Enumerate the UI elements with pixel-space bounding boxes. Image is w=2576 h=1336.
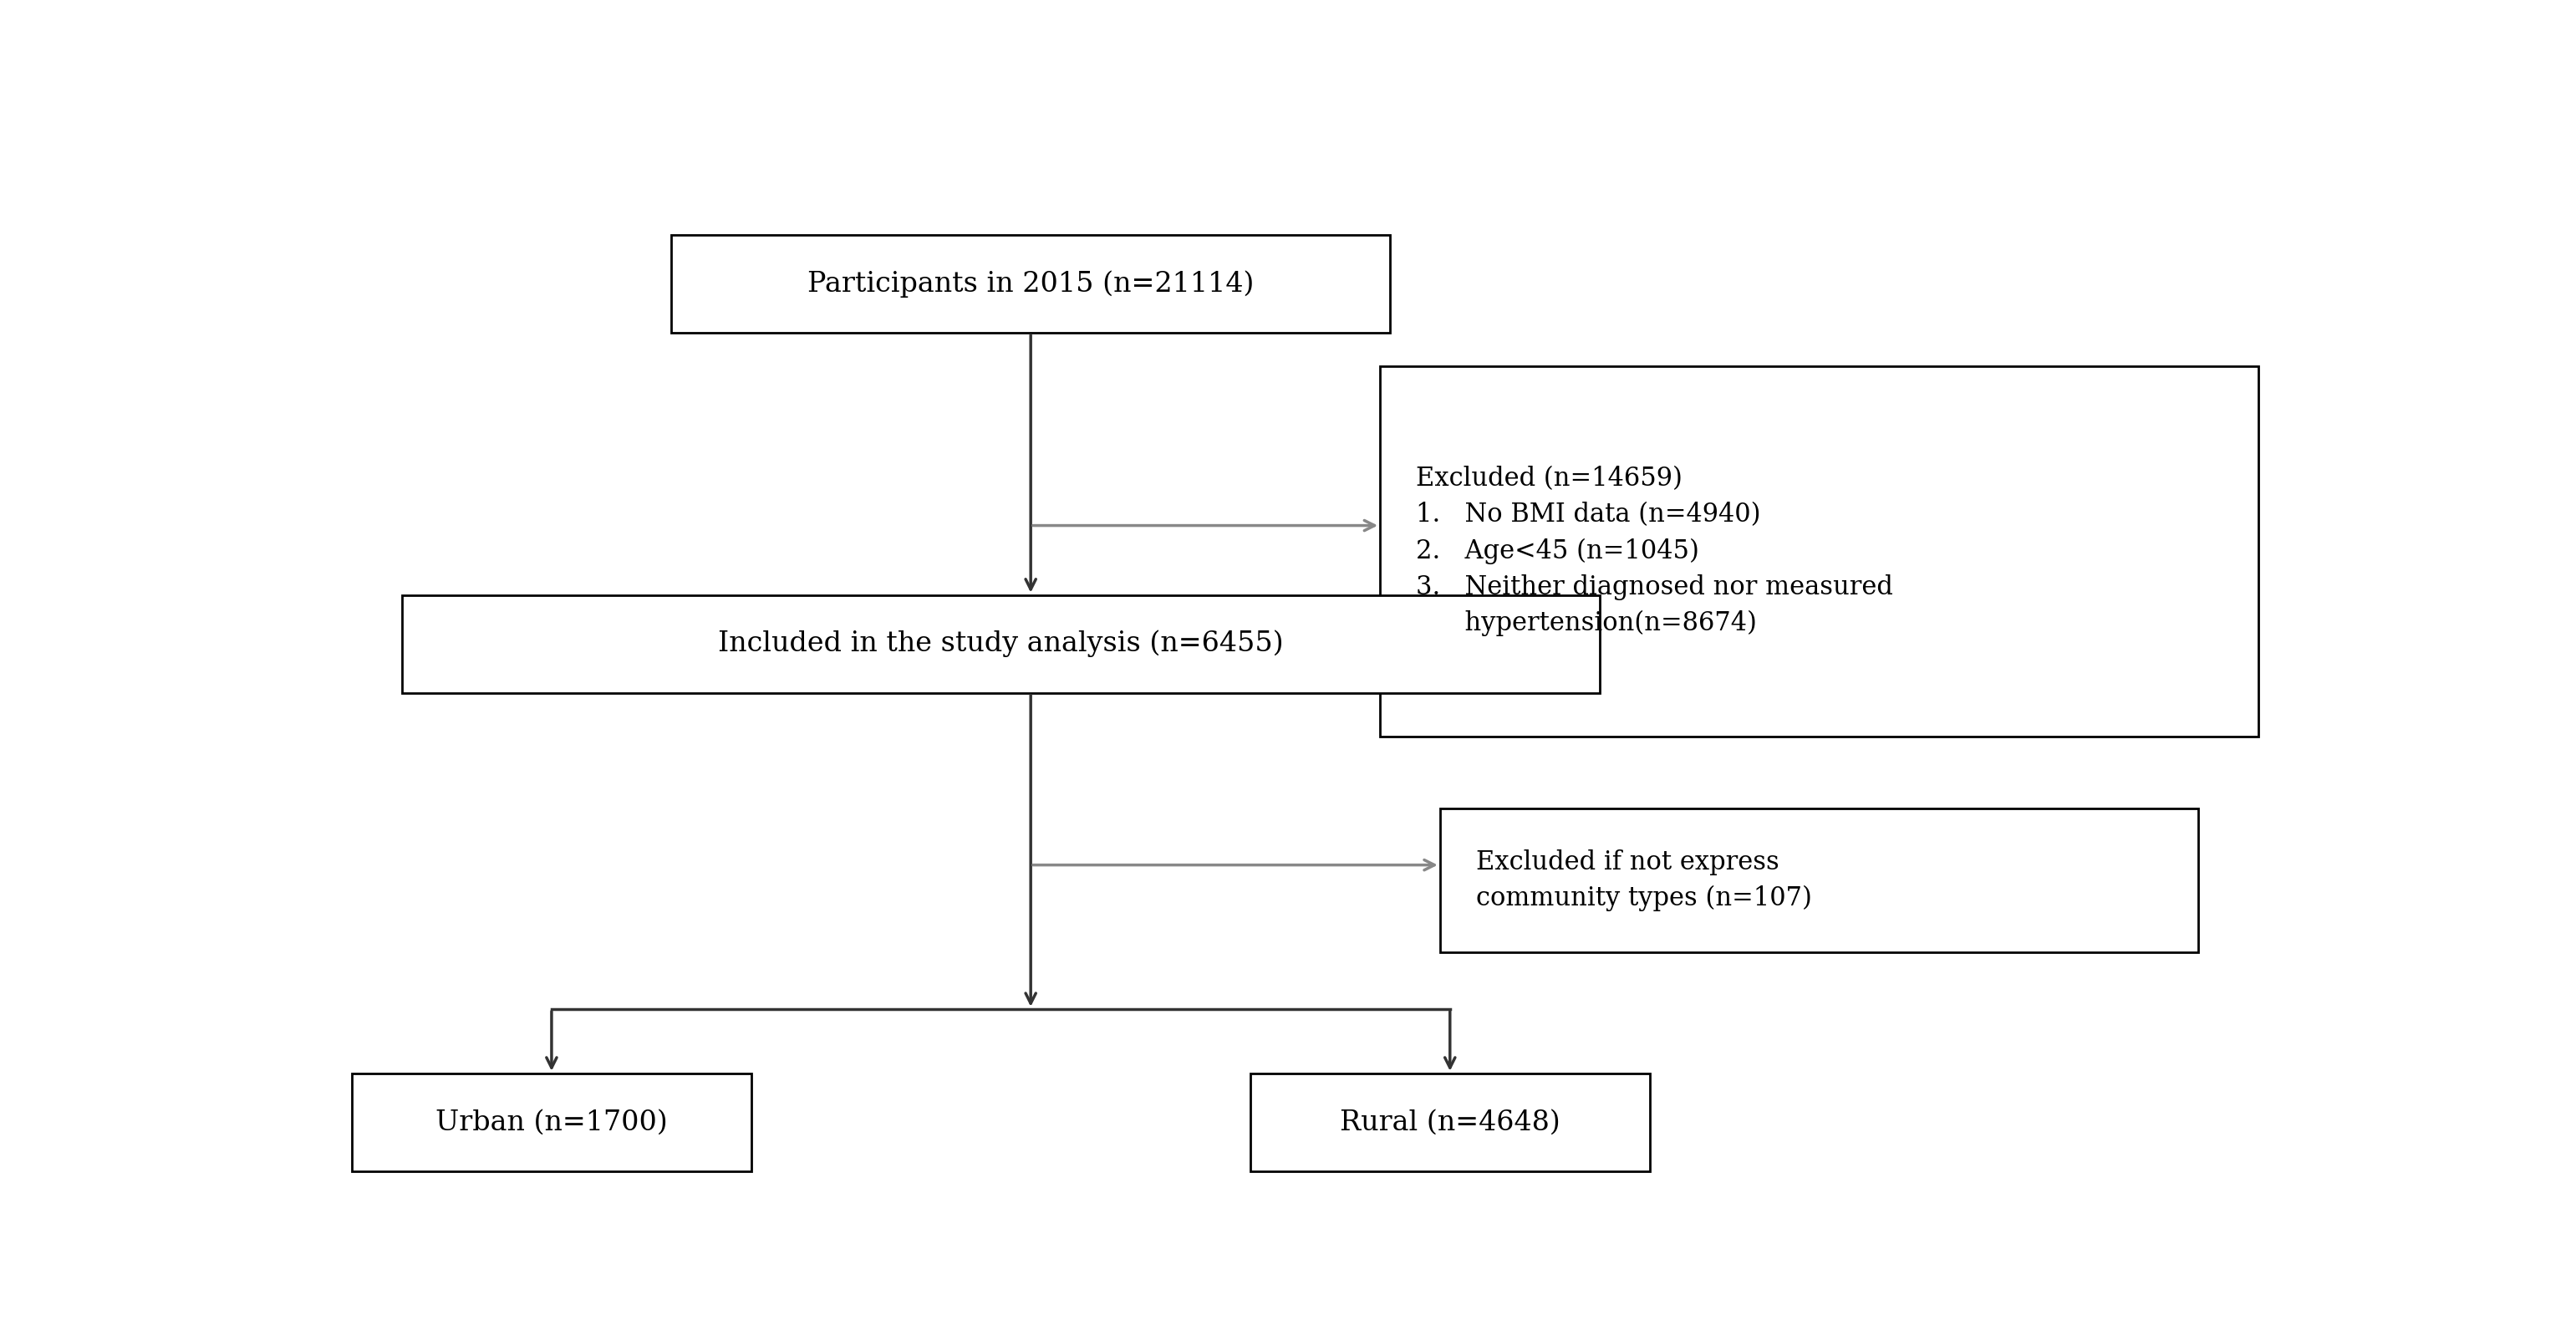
Text: Rural (n=4648): Rural (n=4648): [1340, 1109, 1561, 1136]
Text: Participants in 2015 (n=21114): Participants in 2015 (n=21114): [806, 270, 1255, 298]
FancyBboxPatch shape: [1440, 808, 2200, 953]
FancyBboxPatch shape: [1249, 1073, 1649, 1172]
FancyBboxPatch shape: [353, 1073, 752, 1172]
FancyBboxPatch shape: [672, 235, 1391, 333]
Text: Included in the study analysis (n=6455): Included in the study analysis (n=6455): [719, 631, 1283, 657]
Text: Excluded if not express
community types (n=107): Excluded if not express community types …: [1476, 850, 1811, 911]
FancyBboxPatch shape: [402, 595, 1600, 692]
FancyBboxPatch shape: [1381, 366, 2259, 736]
Text: Urban (n=1700): Urban (n=1700): [435, 1109, 667, 1136]
Text: Excluded (n=14659)
1.   No BMI data (n=4940)
2.   Age<45 (n=1045)
3.   Neither d: Excluded (n=14659) 1. No BMI data (n=494…: [1417, 466, 1893, 636]
